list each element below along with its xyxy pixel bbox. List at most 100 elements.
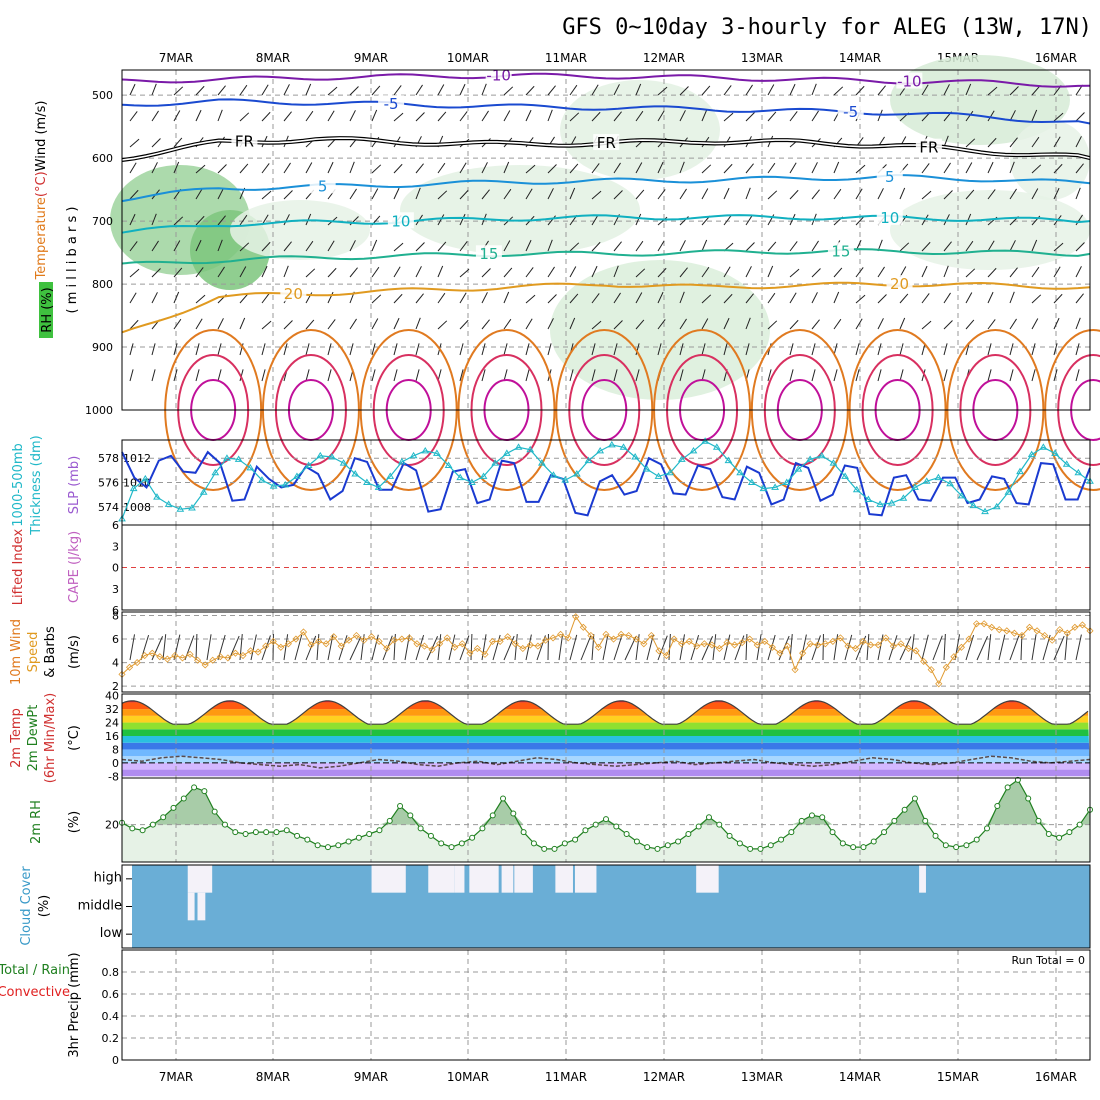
wind-barb	[437, 111, 447, 122]
contour-label: -10	[486, 67, 511, 85]
wind-barb	[217, 369, 222, 382]
wind-barb	[547, 239, 553, 252]
series-marker	[776, 649, 784, 657]
wind-barb	[998, 634, 1006, 661]
wind-barb	[921, 634, 929, 661]
series-marker	[417, 825, 424, 832]
series-marker	[504, 633, 512, 641]
wind-barb	[613, 320, 623, 330]
wind-barb	[415, 163, 424, 174]
series-marker	[867, 641, 875, 649]
wind-barb	[679, 86, 689, 96]
series-marker	[655, 647, 663, 655]
panel-frame	[121, 864, 1091, 949]
wind-barb	[811, 268, 821, 278]
cloud-gap	[428, 865, 455, 893]
wind-barb	[525, 294, 536, 304]
series-marker	[386, 472, 395, 479]
wind-barb	[503, 291, 510, 304]
series-marker	[817, 451, 826, 459]
series-marker	[469, 834, 476, 841]
wind-barb	[635, 292, 643, 304]
series-marker	[988, 623, 996, 631]
series-marker	[246, 463, 255, 471]
series-marker	[284, 640, 292, 648]
series-marker	[263, 829, 270, 836]
series-marker	[677, 455, 686, 462]
slp-y-label: SLP (mb)	[67, 456, 82, 515]
contour-label-bg	[309, 177, 336, 194]
wind-barb	[965, 110, 974, 122]
series-marker	[783, 642, 792, 650]
wind-barb	[459, 319, 469, 330]
series-line	[121, 450, 1091, 517]
wind-barb	[657, 240, 665, 252]
series-marker	[1056, 834, 1063, 841]
series-marker	[965, 635, 973, 643]
wind-barb	[547, 188, 554, 200]
series-marker	[273, 829, 280, 836]
wind-barb	[877, 188, 884, 200]
series-marker	[829, 829, 836, 836]
wind-barb	[965, 343, 970, 356]
wind-barb	[855, 369, 860, 382]
wind-barb	[811, 110, 819, 122]
series-marker	[129, 484, 138, 492]
wind-barb	[327, 343, 332, 356]
wind-barb	[701, 239, 708, 252]
wind-barb	[613, 265, 619, 278]
wind-barb	[723, 266, 731, 278]
wind-barb	[635, 83, 642, 96]
wind-barb	[987, 86, 998, 96]
wind-barb	[481, 162, 488, 174]
wind-barb	[261, 635, 271, 661]
series-marker	[806, 640, 814, 648]
series-marker	[922, 817, 929, 824]
rh-shading	[890, 190, 1090, 270]
wind-barb	[173, 216, 184, 226]
wind-barb	[415, 317, 421, 330]
wind-barb	[569, 242, 580, 252]
isotherm-line	[121, 98, 1091, 125]
series-marker	[293, 472, 301, 479]
wind-barb	[1075, 242, 1085, 252]
wind-barb	[195, 85, 205, 96]
y-tick-label: 40	[105, 690, 119, 703]
wind-barb	[162, 634, 167, 661]
series-marker	[582, 827, 589, 834]
wind-barb	[459, 241, 468, 252]
series-marker	[932, 832, 939, 839]
series-marker	[995, 626, 1003, 634]
series-marker	[662, 651, 671, 660]
wind-barb	[855, 294, 866, 304]
series-marker	[360, 636, 368, 644]
wind-barb	[261, 343, 266, 356]
wind-barb	[195, 109, 202, 122]
wind-barb	[129, 292, 137, 304]
y-tick-label: 32	[105, 703, 119, 716]
wind-barb	[393, 369, 398, 382]
wind-barb	[1031, 109, 1038, 122]
series-marker	[607, 440, 616, 448]
wind-barb	[877, 634, 884, 661]
wind-barb	[745, 214, 753, 226]
wind-barb	[217, 109, 223, 122]
series-marker	[852, 485, 861, 493]
wind-barb	[239, 163, 249, 174]
temp-color-band	[122, 700, 1090, 703]
wind-barb	[261, 84, 269, 96]
wind-barb	[283, 320, 293, 330]
series-marker	[211, 468, 220, 476]
wind-barb	[426, 636, 439, 661]
wind-barb	[921, 214, 929, 226]
wind-barb	[943, 320, 953, 330]
wind-barb	[789, 292, 797, 304]
series-marker	[666, 468, 675, 476]
contour-label-bg	[485, 66, 512, 83]
wind-barb	[1031, 239, 1038, 252]
contour-label: -5	[843, 103, 858, 121]
series-marker	[366, 831, 373, 837]
wind-barb	[943, 343, 948, 356]
